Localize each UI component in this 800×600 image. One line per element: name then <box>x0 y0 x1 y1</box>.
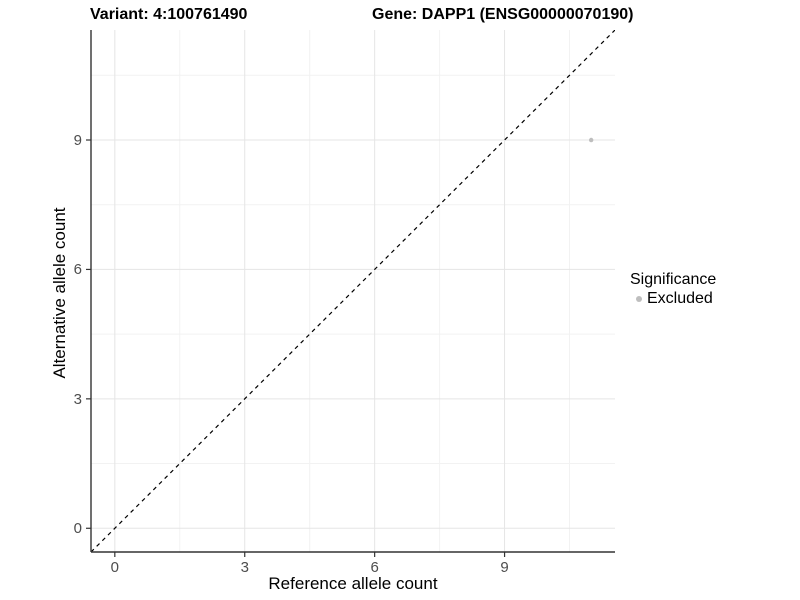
y-tick-label: 0 <box>73 520 82 538</box>
legend-item-excluded: Excluded <box>630 289 716 308</box>
plot-title-variant: Variant: 4:100761490 <box>90 6 248 23</box>
x-tick-label: 0 <box>110 559 119 576</box>
y-tick-label: 3 <box>73 390 82 408</box>
identity-dashed-line <box>91 30 615 552</box>
y-tick-label: 6 <box>73 261 82 279</box>
legend: Significance Excluded <box>630 270 716 308</box>
legend-title: Significance <box>630 271 717 288</box>
legend-item-label: Excluded <box>647 289 713 307</box>
data-point <box>588 137 594 143</box>
y-axis-title: Alternative allele count <box>50 207 69 379</box>
x-axis-title: Reference allele count <box>268 574 438 593</box>
y-tick-label: 9 <box>73 132 82 149</box>
plot-title-gene: Gene: DAPP1 (ENSG00000070190) <box>372 6 634 23</box>
x-tick-label: 6 <box>370 559 379 576</box>
x-tick-label: 3 <box>240 559 249 576</box>
x-tick-label: 9 <box>500 559 509 576</box>
legend-point-icon <box>630 290 647 307</box>
